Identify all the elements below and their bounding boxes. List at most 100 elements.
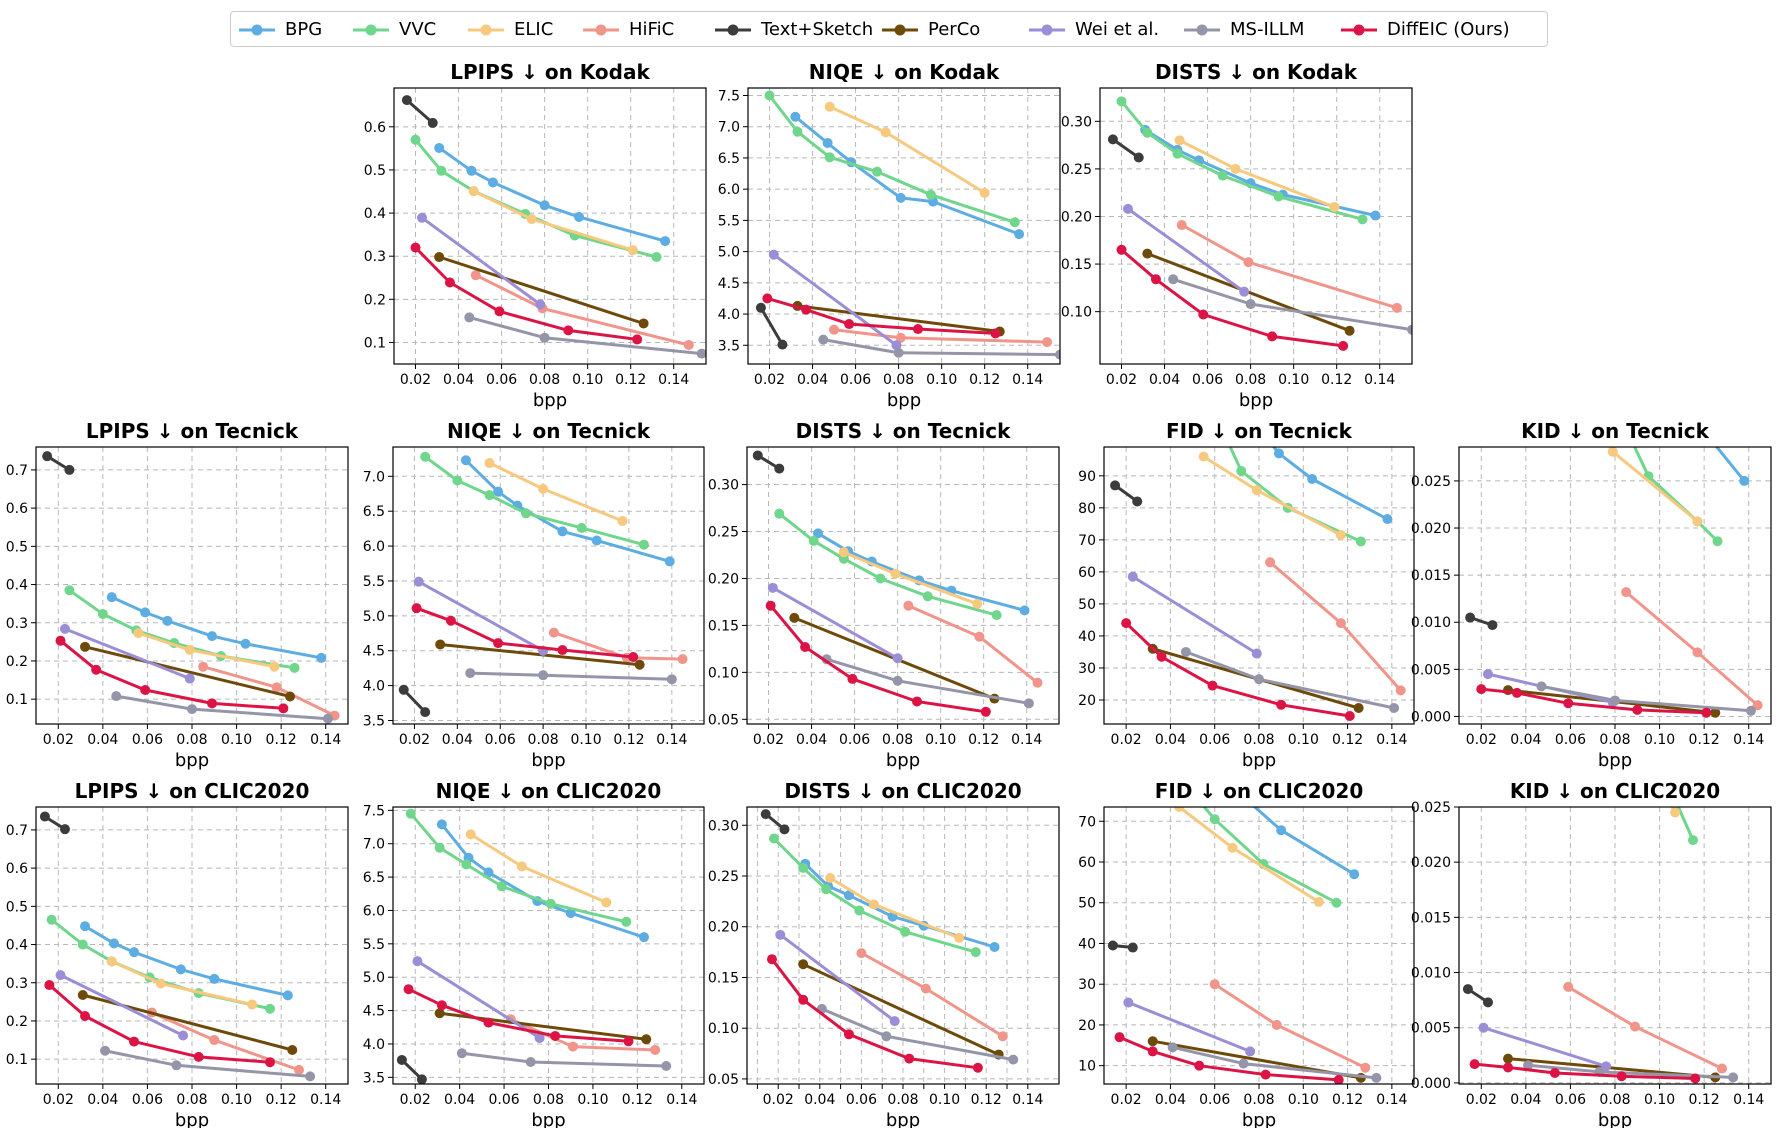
data-point [1536,681,1547,692]
data-point [1607,447,1618,457]
data-point [808,535,819,546]
chart-title: KID ↓ on CLIC2020 [1510,779,1720,803]
data-point [240,638,251,649]
x-tick-label: 0.08 [176,1092,207,1108]
data-point [535,299,546,310]
x-tick-label: 0.14 [1376,1092,1407,1108]
y-tick-label: 0.4 [364,206,386,222]
data-point [97,608,108,619]
y-tick-label: 0.25 [708,525,739,541]
series-line [440,823,645,939]
y-tick-label: 5.5 [718,213,740,229]
data-point [539,200,550,211]
data-point [576,522,587,533]
x-tick-label: 0.04 [444,1092,475,1108]
x-tick-label: 0.10 [925,732,956,748]
data-point [628,652,639,663]
plot-frame [747,87,1061,365]
data-point [829,324,840,335]
data-point [39,811,50,822]
legend-label: BPG [285,19,323,40]
data-point [892,653,903,664]
chart-1: 0.02 0.04 0.06 0.08 0.10 0.12 0.14 3.5 4.0 4.5 5.0… [718,60,1061,411]
data-point [282,990,293,1001]
data-point [405,808,416,819]
y-tick-label: 0.1 [364,335,386,351]
series-group [1107,807,1382,1084]
x-tick-label: 0.02 [399,732,430,748]
y-tick-label: 0.1 [6,1052,28,1068]
data-point [1168,274,1179,285]
data-point [890,568,901,579]
plot-frame [392,446,705,725]
x-tick-label: 0.12 [968,732,999,748]
chart-5: 0.02 0.04 0.06 0.08 0.10 0.12 0.14 0.05 0.10 0.15… [708,419,1060,771]
x-tick-label: 0.14 [310,1092,341,1108]
data-point [1019,605,1030,616]
series-line [461,1051,667,1068]
series-line [416,959,541,1040]
data-point [100,1045,111,1056]
data-point [178,1030,189,1041]
y-tick-label: 0.10 [708,665,739,681]
data-point [436,1000,447,1011]
data-point [1503,1053,1514,1064]
data-point [434,842,445,853]
data-point [1371,1072,1382,1083]
x-axis-label: bpp [886,750,920,771]
data-point [445,615,456,626]
data-point [466,165,477,176]
plot-frame [746,446,1060,725]
data-point [456,1048,467,1059]
data-point [207,698,218,709]
y-tick-label: 0.020 [1411,855,1451,871]
y-tick-label: 0.010 [1411,966,1451,982]
y-tick-label: 6.5 [363,870,385,886]
data-point [539,332,550,343]
x-tick-label: 0.06 [1555,1092,1586,1108]
y-tick-label: 0.3 [364,249,386,265]
x-tick-label: 0.10 [926,372,957,388]
data-point [970,947,981,958]
x-tick-label: 0.02 [1466,1092,1497,1108]
series-line [1120,100,1363,221]
data-point [59,623,70,634]
data-point [1344,710,1355,721]
x-tick-label: 0.12 [971,1092,1002,1108]
series-line [84,924,289,997]
data-point [534,1032,545,1043]
data-point [1245,299,1256,310]
data-point [1273,448,1284,459]
data-point [1329,201,1340,212]
x-tick-label: 0.08 [887,1092,918,1108]
data-point [1245,1046,1256,1057]
data-point [895,332,906,343]
y-tick-label: 4.0 [363,679,385,695]
y-tick-label: 0.4 [6,578,28,594]
chart-6: 0.02 0.04 0.06 0.08 0.10 0.12 0.14 20 30 40 50 60 70… [1078,419,1415,771]
data-point [493,638,504,649]
chart-title: NIQE ↓ on CLIC2020 [436,779,662,803]
data-point [434,142,445,153]
data-point [1511,687,1522,698]
y-tick-label: 0.6 [6,861,28,877]
series-line [1178,138,1336,209]
data-point [77,939,88,950]
x-tick-label: 0.10 [221,1092,252,1108]
x-axis-label: bpp [531,750,565,771]
x-axis-label: bpp [1598,1110,1632,1128]
data-point [638,539,649,550]
data-point [59,824,70,835]
data-point [847,673,858,684]
y-tick-label: 0.010 [1411,615,1451,631]
data-point [1478,1022,1489,1033]
data-point [410,134,421,145]
legend-label: Wei et al. [1075,19,1160,40]
data-point [925,189,936,200]
data-point [80,641,91,652]
x-tick-label: 0.10 [1644,1092,1675,1108]
data-point [140,684,151,695]
data-point [774,508,785,519]
data-point [974,631,985,642]
data-point [133,628,144,639]
